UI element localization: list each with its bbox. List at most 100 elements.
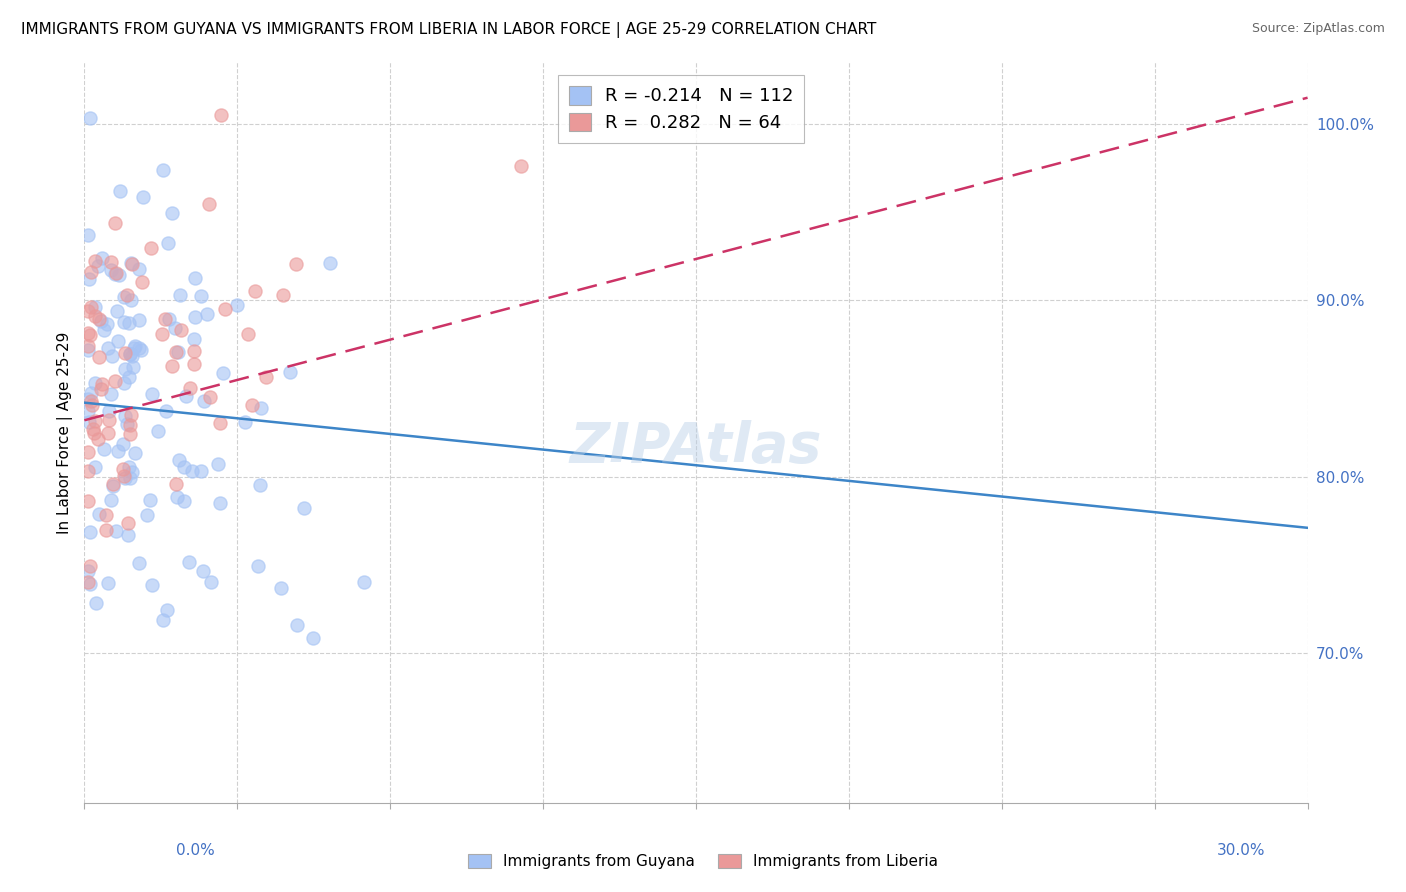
Point — [77, 326, 100, 340]
Point — [128, 341, 150, 355]
Point — [319, 255, 342, 269]
Point — [179, 381, 201, 395]
Point — [79, 577, 101, 591]
Point — [162, 359, 184, 374]
Point — [87, 351, 110, 365]
Point — [79, 525, 101, 540]
Point — [165, 477, 187, 491]
Point — [270, 581, 292, 595]
Point — [249, 401, 271, 416]
Point — [165, 321, 187, 335]
Point — [190, 289, 212, 303]
Point — [77, 303, 100, 318]
Point — [114, 346, 136, 360]
Point — [86, 260, 108, 274]
Point — [84, 254, 107, 268]
Point — [120, 293, 142, 308]
Point — [117, 288, 139, 302]
Point — [79, 559, 101, 574]
Point — [90, 377, 112, 392]
Point — [118, 347, 141, 361]
Point — [104, 268, 127, 282]
Point — [131, 275, 153, 289]
Point — [118, 417, 141, 432]
Point — [94, 524, 117, 538]
Point — [77, 343, 100, 357]
Point — [108, 184, 131, 198]
Point — [77, 272, 100, 286]
Point — [209, 108, 232, 122]
Point — [98, 404, 121, 418]
Point — [141, 578, 163, 592]
Point — [157, 311, 180, 326]
Point — [135, 508, 157, 522]
Point — [118, 459, 141, 474]
Point — [183, 333, 205, 347]
Point — [105, 524, 128, 539]
Point — [122, 342, 145, 356]
Point — [301, 631, 323, 645]
Point — [77, 564, 100, 578]
Point — [273, 288, 295, 302]
Point — [107, 268, 129, 282]
Point — [141, 387, 163, 401]
Point — [166, 344, 188, 359]
Text: Source: ZipAtlas.com: Source: ZipAtlas.com — [1251, 22, 1385, 36]
Point — [148, 424, 170, 438]
Point — [353, 574, 375, 589]
Point — [80, 265, 103, 279]
Text: 0.0%: 0.0% — [176, 843, 215, 858]
Point — [90, 382, 112, 396]
Point — [120, 409, 142, 423]
Point — [79, 394, 101, 409]
Point — [180, 464, 202, 478]
Point — [510, 159, 533, 173]
Point — [105, 303, 128, 318]
Point — [207, 458, 229, 472]
Point — [122, 360, 145, 375]
Point — [179, 556, 201, 570]
Point — [93, 442, 115, 456]
Point — [97, 576, 120, 591]
Point — [79, 415, 101, 429]
Point — [82, 422, 104, 436]
Point — [183, 357, 205, 371]
Point — [124, 446, 146, 460]
Point — [77, 464, 100, 478]
Point — [155, 403, 177, 417]
Point — [173, 494, 195, 508]
Point — [121, 465, 143, 479]
Text: IMMIGRANTS FROM GUYANA VS IMMIGRANTS FROM LIBERIA IN LABOR FORCE | AGE 25-29 COR: IMMIGRANTS FROM GUYANA VS IMMIGRANTS FRO… — [21, 22, 876, 38]
Point — [200, 575, 222, 590]
Point — [240, 398, 263, 412]
Point — [183, 343, 205, 358]
Point — [233, 415, 256, 429]
Point — [112, 376, 135, 391]
Point — [112, 461, 135, 475]
Point — [112, 437, 135, 451]
Point — [112, 290, 135, 304]
Point — [77, 444, 100, 458]
Point — [117, 528, 139, 542]
Point — [243, 284, 266, 298]
Point — [117, 317, 139, 331]
Point — [124, 339, 146, 353]
Point — [103, 374, 125, 388]
Point — [86, 432, 108, 446]
Text: 30.0%: 30.0% — [1218, 843, 1265, 858]
Point — [115, 417, 138, 432]
Point — [96, 317, 118, 331]
Point — [117, 516, 139, 531]
Point — [152, 163, 174, 178]
Point — [100, 492, 122, 507]
Point — [167, 453, 190, 467]
Point — [294, 500, 316, 515]
Point — [153, 312, 176, 326]
Point — [128, 312, 150, 326]
Point — [173, 460, 195, 475]
Point — [112, 469, 135, 483]
Point — [104, 216, 127, 230]
Point — [83, 301, 105, 315]
Point — [77, 392, 100, 406]
Point — [120, 256, 142, 270]
